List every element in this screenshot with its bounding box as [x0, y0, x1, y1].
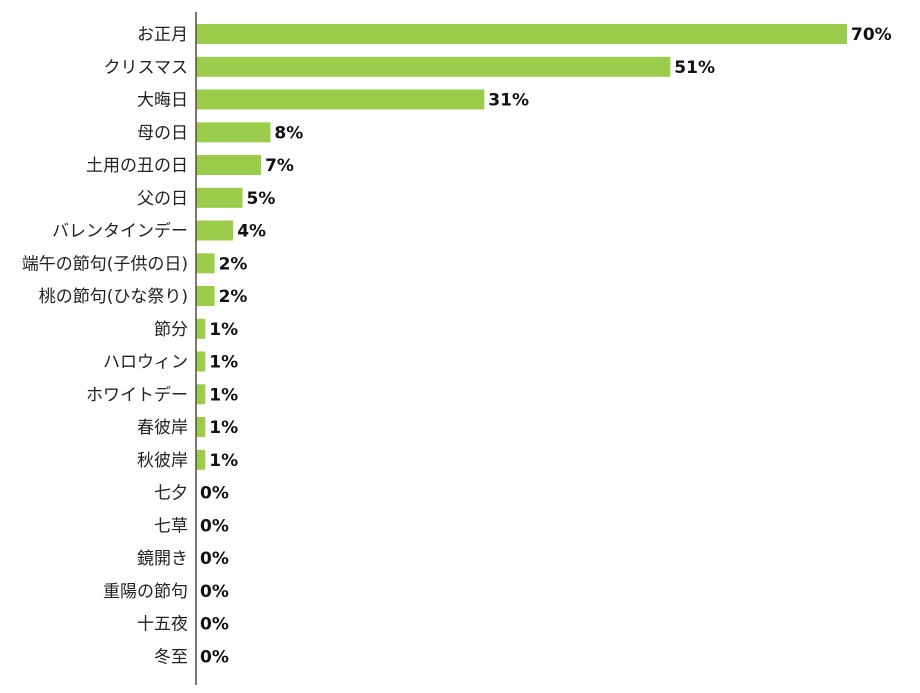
value-label-17: 0% — [200, 582, 229, 602]
category-label-14: 七夕 — [154, 484, 188, 504]
category-label-5: 父の日 — [137, 189, 188, 209]
value-label-12: 1% — [209, 418, 238, 438]
value-label-9: 1% — [209, 320, 238, 340]
value-label-11: 1% — [209, 385, 238, 405]
value-label-19: 0% — [200, 647, 229, 667]
bar-10 — [196, 351, 206, 372]
bar-1 — [196, 56, 671, 77]
value-label-15: 0% — [200, 516, 229, 536]
category-label-6: バレンタインデー — [52, 221, 188, 242]
bar-2 — [196, 89, 485, 110]
category-label-3: 母の日 — [137, 123, 188, 143]
category-label-0: お正月 — [137, 25, 188, 45]
bar-9 — [196, 318, 206, 339]
category-label-2: 大晦日 — [137, 91, 188, 111]
value-label-6: 4% — [237, 222, 266, 242]
value-label-10: 1% — [209, 353, 238, 373]
value-label-13: 1% — [209, 451, 238, 471]
category-label-17: 重陽の節句 — [103, 582, 188, 602]
category-label-11: ホワイトデー — [86, 384, 188, 405]
category-label-8: 桃の節句(ひな祭り) — [39, 287, 188, 307]
value-label-7: 2% — [219, 254, 248, 274]
bar-6 — [196, 220, 234, 241]
value-label-1: 51% — [674, 58, 715, 78]
category-label-15: 七草 — [154, 516, 188, 536]
category-label-7: 端午の節句(子供の日) — [22, 254, 188, 274]
category-label-9: 節分 — [154, 320, 188, 340]
value-label-3: 8% — [274, 123, 303, 143]
value-label-5: 5% — [247, 189, 276, 209]
value-label-8: 2% — [219, 287, 248, 307]
bar-7 — [196, 253, 215, 274]
bar-11 — [196, 384, 206, 405]
category-label-13: 秋彼岸 — [137, 451, 188, 471]
bar-8 — [196, 286, 215, 306]
value-label-14: 0% — [200, 484, 229, 504]
bar-3 — [196, 122, 271, 143]
category-label-16: 鏡開き — [137, 549, 188, 569]
bars-layer — [196, 24, 847, 470]
bar-4 — [196, 155, 262, 175]
category-label-1: クリスマス — [104, 58, 189, 78]
category-labels: お正月クリスマス大晦日母の日土用の丑の日父の日バレンタインデー端午の節句(子供の… — [22, 25, 188, 667]
category-label-19: 冬至 — [154, 647, 188, 667]
value-label-18: 0% — [200, 615, 229, 635]
value-label-2: 31% — [488, 91, 529, 111]
bar-0 — [196, 24, 847, 44]
category-label-18: 十五夜 — [137, 615, 188, 635]
bar-5 — [196, 187, 243, 208]
bar-12 — [196, 417, 206, 437]
value-label-16: 0% — [200, 549, 229, 569]
category-label-10: ハロウィン — [103, 353, 188, 373]
value-label-0: 70% — [851, 25, 892, 45]
category-label-4: 土用の丑の日 — [86, 156, 188, 176]
category-label-12: 春彼岸 — [137, 418, 188, 438]
bar-13 — [196, 449, 206, 470]
value-labels: 70% 51% 31% 8% 7% 5% 4% 2% 2% 1% 1% 1% 1% 1% 0% 0% 0% 0% 0… — [200, 25, 892, 667]
value-label-4: 7% — [265, 156, 294, 176]
